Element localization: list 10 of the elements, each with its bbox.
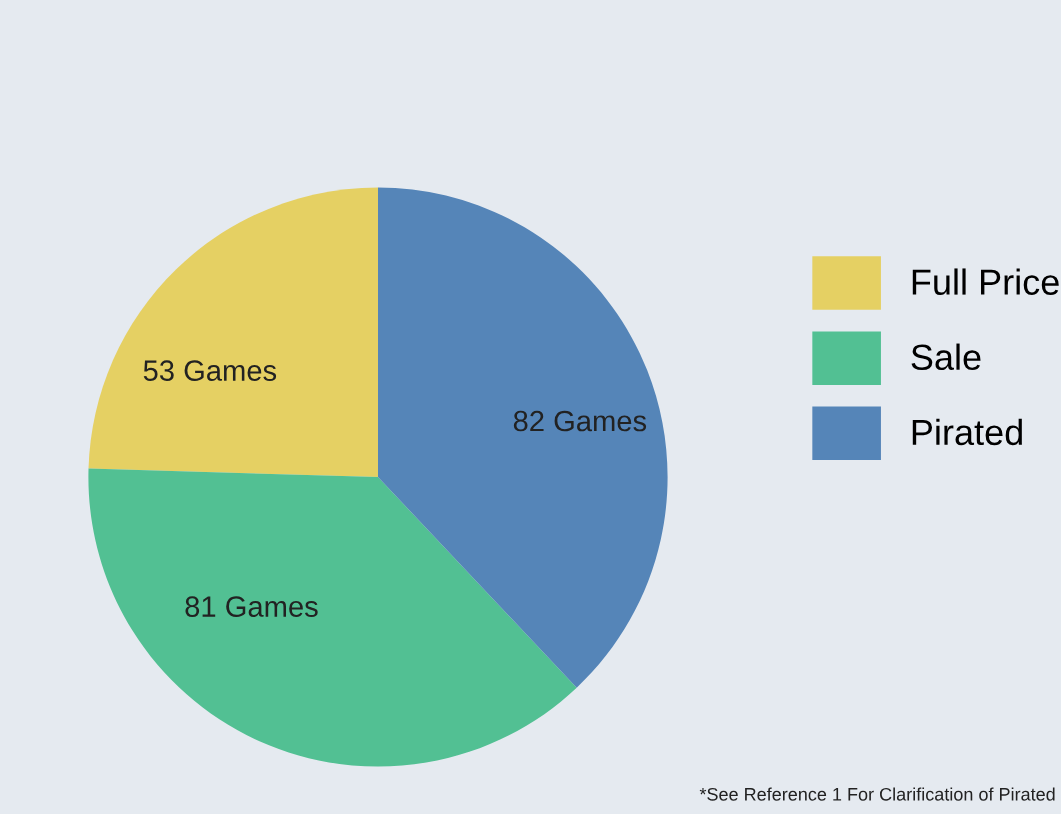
data-label: 82 Games xyxy=(513,410,647,432)
pie-slice xyxy=(88,468,577,767)
legend-label: Pirated xyxy=(912,418,1022,446)
legend-label: Full Price xyxy=(912,268,1059,295)
pie-slice xyxy=(88,187,378,477)
data-label: 53 Games xyxy=(143,360,277,381)
data-label: 81 Games xyxy=(185,596,318,617)
text: *See Reference 1 For Clarification of Pirated xyxy=(699,787,1055,801)
pie-slice xyxy=(378,187,668,688)
legend-label: Sale xyxy=(911,343,981,371)
